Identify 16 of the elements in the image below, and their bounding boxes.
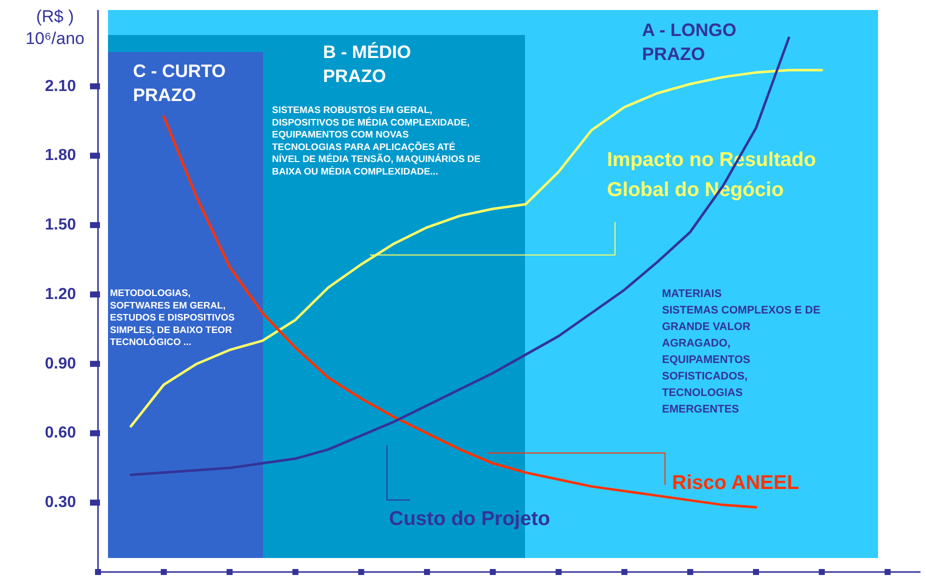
- annotation: C - CURTO PRAZO: [133, 61, 226, 105]
- annotation: METODOLOGIAS, SOFTWARES EM GERAL, ESTUDOS E DISPOSITIVOS SIMPLES, DE BAIXO TEOR TECNOLÓGICO ...: [110, 288, 235, 348]
- series-label: Risco ANEEL: [672, 472, 800, 494]
- y-axis-title: (R$ ) 10⁶/ano: [26, 7, 84, 48]
- y-tick-label: 1.80: [44, 147, 76, 164]
- y-tick-label: 0.60: [44, 424, 76, 442]
- y-tick-label: 0.90: [44, 355, 76, 372]
- annotation: A - LONGO PRAZO: [642, 20, 736, 64]
- annotation: MATERIAIS SISTEMAS COMPLEXOS E DE GRANDE VALOR AGRAGADO, EQUIPAMENTOS SOFISTICADOS, TECNOLOGIAS EMERGENTES: [662, 288, 820, 416]
- annotation: SISTEMAS ROBUSTOS EM GERAL, DISPOSITIVOS DE MÉDIA COMPLEXIDADE, EQUIPAMENTOS COM NOVAS TECNOLOGIAS PARA APLICAÇÕES ATÉ NÍVEL DE MÉDIA TENSÃO, MAQUINÁRIOS DE BAIXA OU MÉDIA COMPLEXIDADE...: [272, 105, 480, 178]
- y-tick-label: 1.20: [44, 286, 76, 303]
- y-tick-label: 2.10: [44, 78, 76, 95]
- text: Custo do Projeto: [389, 508, 550, 530]
- annotation: B - MÉDIO PRAZO: [323, 42, 411, 86]
- y-tick-label: 0.30: [44, 494, 76, 512]
- y-tick-label: 1.50: [44, 216, 76, 234]
